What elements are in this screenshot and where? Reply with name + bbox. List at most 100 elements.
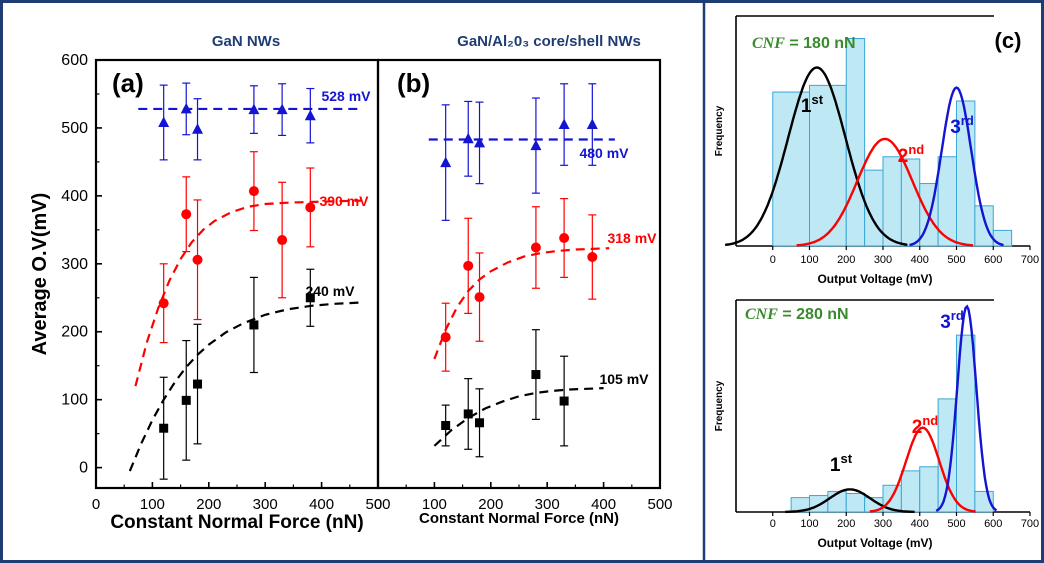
data-point-triangle: [530, 139, 542, 151]
fit-label-red: 390 mV: [319, 193, 369, 209]
x-tick-label: 400: [591, 496, 616, 513]
y-tick-label: 600: [61, 52, 88, 69]
x-tick-label: 200: [837, 518, 855, 530]
data-point-triangle: [192, 123, 204, 134]
data-point-square: [531, 370, 541, 380]
plot-frame: [376, 58, 662, 490]
data-point-circle: [530, 242, 541, 253]
fit-curve-black: [433, 387, 604, 447]
gaussian-fit-red: [869, 426, 976, 513]
panel-letter: (a): [112, 68, 144, 98]
panel-letter: (c): [995, 28, 1022, 53]
peak-label: 2nd: [898, 142, 925, 167]
gaussian-fit-black: [724, 66, 908, 247]
data-point-circle: [305, 202, 316, 213]
x-tick-label: 100: [422, 496, 447, 513]
peak-label: 2nd: [912, 413, 939, 438]
peak-label: 3rd: [940, 308, 964, 333]
peak-label: 3rd: [950, 113, 974, 138]
x-tick-label: 400: [911, 254, 929, 266]
peak-label-base: 2: [898, 146, 909, 167]
peak-label-base: 1: [801, 96, 812, 117]
x-axis-label: Constant Normal Force (nN): [110, 512, 363, 533]
panel-title: GaN NWs: [212, 33, 280, 50]
data-point-square: [475, 418, 485, 428]
scatter-panel-1: 0 100 200 300 400 500 Constant Normal Force (n…: [374, 33, 673, 527]
x-tick-label: 200: [837, 254, 855, 266]
histogram-bar: [900, 470, 921, 513]
y-tick-label: 400: [61, 188, 88, 205]
x-axis-label: Output Voltage (mV): [817, 536, 932, 550]
peak-label-sup: rd: [961, 113, 974, 128]
histogram-bar: [809, 84, 847, 247]
histogram-bar: [974, 205, 994, 247]
data-point-square: [181, 395, 191, 405]
panel-letter: (b): [397, 68, 430, 98]
fit-label-blue: 528 mV: [321, 88, 371, 104]
panel-title: GaN/Al₂0₃ core/shell NWs: [457, 33, 641, 50]
peak-label-sup: st: [841, 451, 853, 466]
x-tick-label: 300: [874, 518, 892, 530]
x-axis-label: Output Voltage (mV): [817, 272, 932, 286]
data-point-triangle: [586, 118, 598, 130]
histogram-panel-0: 1st 2nd 3rd 0 100 200 300 400 500 600 700 Output Vo…: [714, 15, 1039, 286]
histogram-bar: [919, 466, 939, 513]
data-point-triangle: [304, 109, 316, 121]
x-tick-label: 100: [800, 518, 818, 530]
x-tick-label: 300: [535, 496, 560, 513]
data-point-circle: [587, 252, 598, 263]
peak-label-sup: nd: [922, 413, 938, 428]
histogram-title-value: = 180 nN: [785, 35, 856, 52]
y-tick-label: 200: [61, 324, 88, 341]
data-point-triangle: [462, 132, 474, 144]
fit-curve-red: [433, 247, 610, 360]
data-point-square: [249, 320, 259, 330]
data-point-square: [193, 379, 203, 389]
gaussian-fit-blue: [909, 86, 1004, 247]
data-point-square: [441, 420, 451, 430]
x-tick-label: 700: [1021, 518, 1039, 530]
gaussian-fit-black: [785, 488, 915, 514]
x-tick-label: 0: [770, 518, 776, 530]
peak-label: 1st: [830, 451, 853, 476]
x-tick-label: 300: [253, 496, 278, 513]
histogram-bar: [845, 492, 866, 513]
peak-label: 1st: [801, 92, 824, 117]
data-point-triangle: [276, 103, 288, 115]
gaussian-fit-red: [796, 137, 974, 247]
fit-label-red: 318 mV: [607, 230, 657, 246]
histogram-title-var: CNF: [752, 35, 785, 52]
x-tick-label: 600: [984, 254, 1002, 266]
x-tick-label: 500: [947, 518, 965, 530]
histogram-title-value: = 280 nN: [778, 306, 849, 323]
data-point-square: [305, 293, 315, 303]
scatter-panel-0: 0 100 200 300 400 5000100200300400500600Avera…: [29, 33, 391, 533]
data-point-triangle: [248, 103, 260, 115]
data-point-circle: [192, 254, 203, 265]
data-point-circle: [248, 186, 259, 197]
fit-label-black: 105 mV: [599, 371, 649, 387]
x-tick-label: 400: [309, 496, 334, 513]
peak-label-base: 1: [830, 455, 841, 476]
data-point-square: [159, 423, 169, 433]
fit-curve-black: [128, 301, 362, 472]
histogram-bar: [956, 334, 976, 513]
data-point-triangle: [158, 116, 170, 128]
x-tick-label: 700: [1021, 254, 1039, 266]
data-point-circle: [158, 298, 169, 309]
histogram-bar: [845, 38, 866, 247]
x-tick-label: 400: [911, 518, 929, 530]
histogram-bar: [900, 158, 921, 247]
x-tick-label: 600: [984, 518, 1002, 530]
x-tick-label: 500: [647, 496, 672, 513]
data-point-triangle: [180, 102, 192, 114]
x-tick-label: 0: [92, 496, 100, 513]
x-tick-label: 100: [140, 496, 165, 513]
y-tick-label: 100: [61, 392, 88, 409]
peak-label-sup: nd: [908, 142, 924, 157]
y-tick-label: 0: [79, 460, 88, 477]
x-tick-label: 200: [478, 496, 503, 513]
x-tick-label: 500: [947, 254, 965, 266]
